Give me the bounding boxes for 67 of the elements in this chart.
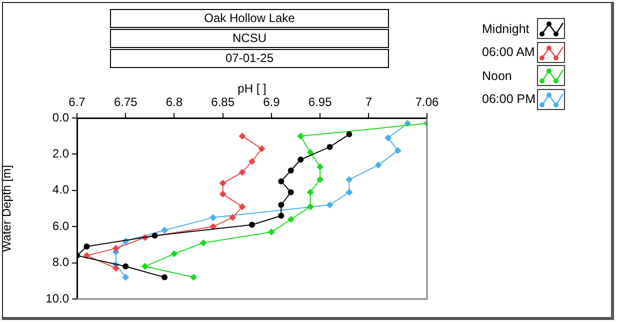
- point: [219, 190, 226, 198]
- point: [258, 145, 266, 152]
- x-axis-title: pH [ ]: [238, 82, 266, 96]
- point: [170, 250, 178, 258]
- point: [229, 214, 236, 222]
- point: [306, 188, 314, 196]
- point: [288, 167, 294, 174]
- y-tick-label: 8.0: [52, 255, 70, 270]
- point: [112, 264, 120, 272]
- point: [210, 223, 217, 230]
- y-tick-label: 0.0: [52, 110, 70, 124]
- point: [346, 188, 353, 196]
- point: [200, 239, 207, 246]
- point: [278, 212, 284, 219]
- point: [316, 176, 324, 184]
- x-tick-label: 7.06: [415, 95, 439, 110]
- x-tick-label: 6.7: [68, 95, 86, 110]
- point: [316, 163, 324, 170]
- point: [84, 244, 90, 250]
- x-tick-label: 6.85: [211, 95, 235, 110]
- x-tick-label: 7: [365, 95, 372, 110]
- point: [288, 189, 294, 196]
- point: [142, 262, 149, 270]
- point: [394, 147, 402, 154]
- point: [287, 216, 294, 223]
- point: [219, 180, 226, 187]
- point: [326, 201, 334, 208]
- legend-label: Midnight: [482, 22, 530, 36]
- point: [306, 203, 314, 210]
- point: [346, 131, 352, 138]
- point: [326, 144, 333, 150]
- point: [162, 274, 168, 280]
- point: [278, 178, 284, 184]
- point: [346, 176, 353, 184]
- point: [278, 202, 284, 208]
- legend-label: 06:00 AM: [482, 45, 536, 60]
- point: [297, 132, 304, 140]
- point: [306, 148, 314, 156]
- y-tick-label: 2.0: [52, 146, 70, 161]
- legend-label: 06:00 PM: [482, 92, 537, 106]
- point: [122, 263, 129, 270]
- point: [298, 156, 304, 163]
- x-tick-label: 6.95: [308, 95, 332, 110]
- point: [374, 162, 382, 169]
- point: [249, 222, 255, 228]
- x-tick-label: 6.75: [114, 95, 138, 110]
- legend-label: Noon: [482, 68, 513, 83]
- point: [248, 158, 256, 165]
- point: [112, 244, 120, 252]
- point: [268, 228, 275, 236]
- chart-title: Oak Hollow Lake: [110, 9, 389, 28]
- point: [190, 274, 198, 281]
- y-tick-label: 10.0: [46, 291, 70, 306]
- point: [122, 274, 130, 281]
- x-tick-label: 6.8: [166, 95, 183, 110]
- point: [384, 134, 392, 142]
- y-tick-label: 6.0: [52, 218, 70, 233]
- x-tick-label: 6.9: [263, 95, 280, 110]
- text: 07-01-25: [110, 49, 389, 68]
- point: [238, 203, 246, 210]
- point: [152, 232, 158, 239]
- y-tick-label: 4.0: [52, 182, 70, 197]
- point: [210, 214, 217, 222]
- chart-subtitle: NCSU: [110, 29, 389, 48]
- point: [161, 226, 168, 234]
- point: [238, 132, 246, 140]
- point: [238, 168, 246, 176]
